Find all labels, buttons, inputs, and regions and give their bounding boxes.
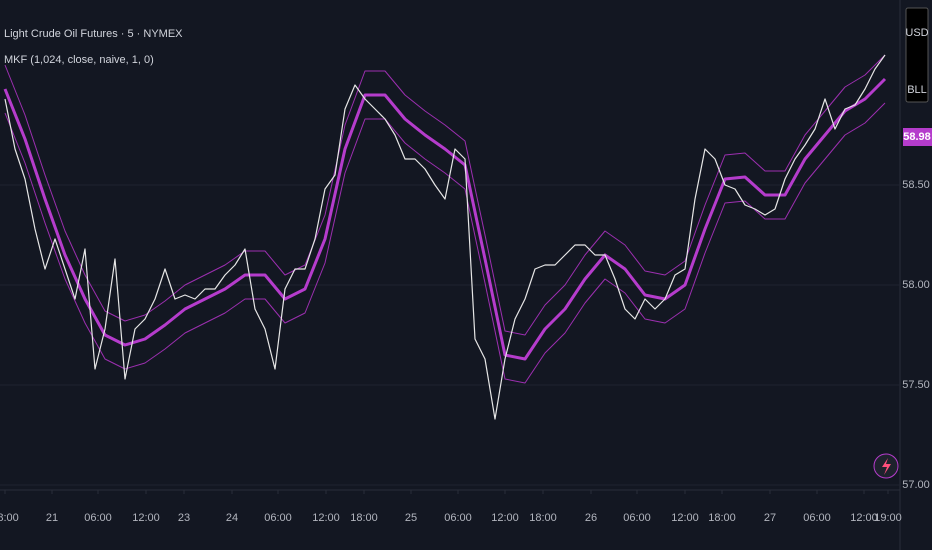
x-tick-label: 18:00 (529, 512, 557, 524)
series-line (3, 77, 887, 361)
series-line (4, 102, 886, 384)
x-tick-label: 06:00 (803, 512, 831, 524)
x-tick-label: 18:00 (708, 512, 736, 524)
lines (3, 54, 887, 420)
unit-label: BLL (907, 84, 927, 96)
y-tick-label: 57.00 (902, 479, 930, 491)
x-tick-label: 23 (178, 512, 190, 524)
x-tick-label: 18:00 (0, 512, 19, 524)
bolt (882, 458, 891, 475)
last-price-badge (903, 128, 932, 146)
x-tick-label: 24 (226, 512, 238, 524)
x-tick-label: 12:00 (491, 512, 519, 524)
x-tick-label: 06:00 (84, 512, 112, 524)
x-tick-label: 06:00 (264, 512, 292, 524)
y-tick-label: 57.50 (902, 379, 930, 391)
series-line (4, 54, 886, 420)
x-tick-label: 12:00 (312, 512, 340, 524)
indicator-label: MKF (1,024, close, naive, 1, 0) (4, 54, 154, 66)
scale-box[interactable] (905, 7, 929, 103)
x-tick-label: 18:00 (350, 512, 378, 524)
x-tick-label: 12:00 (850, 512, 878, 524)
x-tick-label: 27 (764, 512, 776, 524)
series-line (4, 54, 886, 336)
x-tick-label: 12:00 (132, 512, 160, 524)
x-tick-label: 19:00 (874, 512, 902, 524)
x-tick-label: 12:00 (671, 512, 699, 524)
x-tick-label: 26 (585, 512, 597, 524)
y-tick-label: 58.00 (902, 279, 930, 291)
chart-title: Light Crude Oil Futures · 5 · NYMEX (4, 28, 183, 40)
y-tick-label: 58.50 (902, 179, 930, 191)
grid (0, 184, 900, 494)
x-tick-label: 25 (405, 512, 417, 524)
x-tick-label: 21 (46, 512, 58, 524)
currency-label: USD (905, 27, 928, 39)
x-tick-label: 06:00 (444, 512, 472, 524)
x-tick-label: 06:00 (623, 512, 651, 524)
last-price-label: 58.98 (903, 131, 931, 143)
